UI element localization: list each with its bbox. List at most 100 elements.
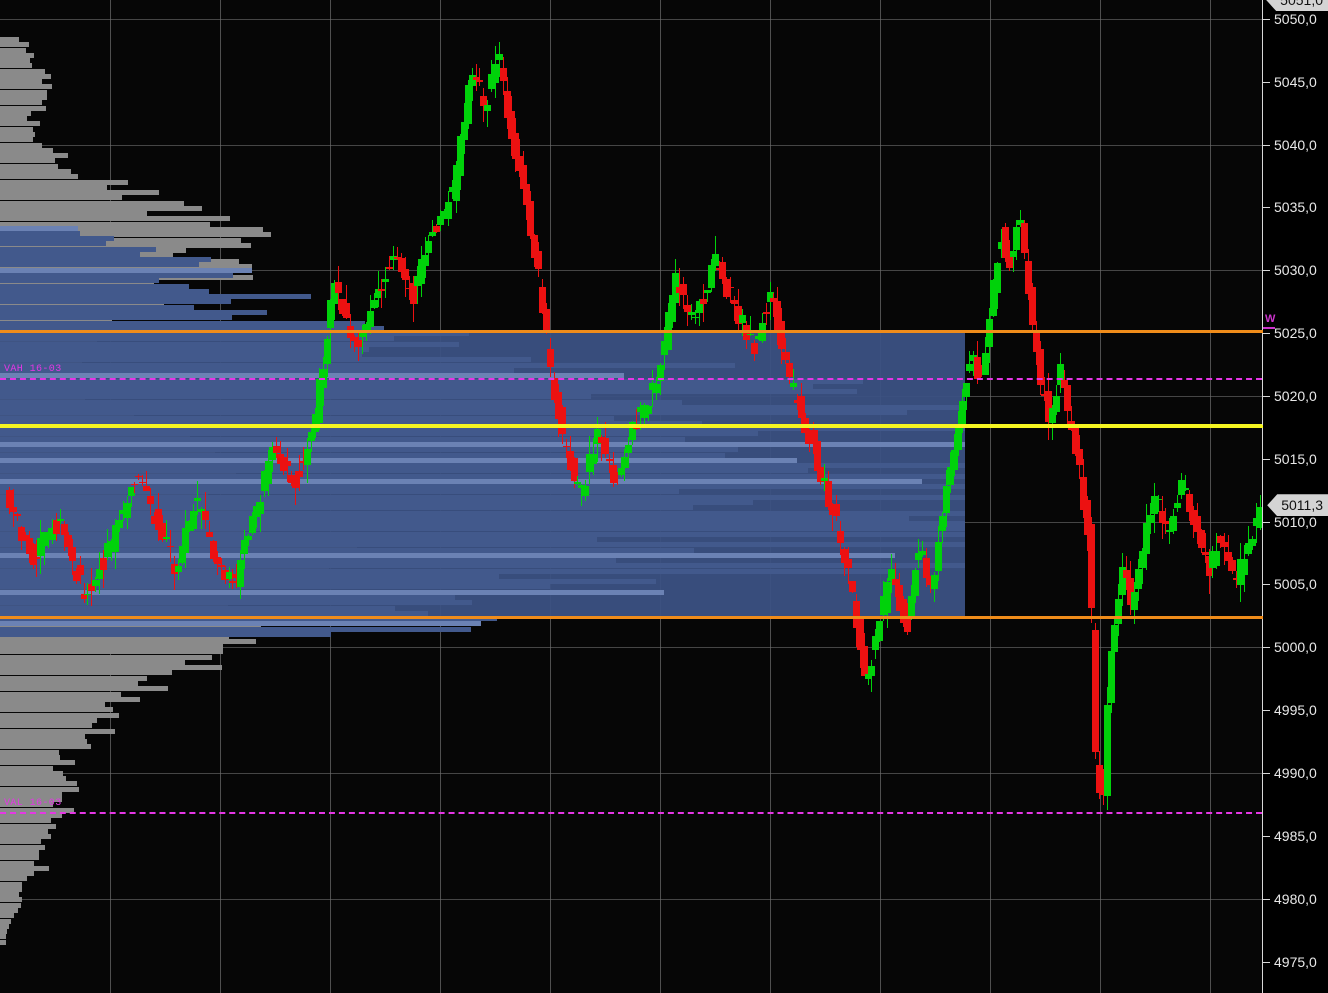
candlestick[interactable]	[1182, 0, 1189, 993]
candlestick[interactable]	[260, 0, 268, 993]
candlestick[interactable]	[719, 0, 727, 993]
candlestick[interactable]	[374, 0, 382, 993]
candlestick[interactable]	[1205, 0, 1213, 993]
candlestick[interactable]	[841, 0, 848, 993]
candlestick[interactable]	[429, 0, 437, 993]
candlestick[interactable]	[942, 0, 950, 993]
candlestick[interactable]	[958, 0, 966, 993]
candlestick[interactable]	[57, 0, 64, 993]
vah-dashed-level[interactable]	[0, 378, 1262, 381]
candlestick[interactable]	[437, 0, 445, 993]
candlestick[interactable]	[880, 0, 888, 993]
candlestick[interactable]	[272, 0, 280, 993]
candlestick[interactable]	[276, 0, 284, 993]
candlestick[interactable]	[245, 0, 253, 993]
candlestick[interactable]	[778, 0, 786, 993]
candlestick[interactable]	[354, 0, 362, 993]
candlestick[interactable]	[652, 0, 660, 993]
candlestick[interactable]	[888, 0, 895, 993]
candlestick[interactable]	[554, 0, 562, 993]
candlestick[interactable]	[978, 0, 986, 993]
candlestick[interactable]	[793, 0, 801, 993]
candlestick[interactable]	[645, 0, 652, 993]
candlestick[interactable]	[688, 0, 696, 993]
candlestick[interactable]	[1037, 0, 1044, 993]
candlestick[interactable]	[253, 0, 260, 993]
candlestick[interactable]	[1048, 0, 1056, 993]
candlestick[interactable]	[1248, 0, 1256, 993]
candlestick[interactable]	[194, 0, 202, 993]
candlestick[interactable]	[1174, 0, 1182, 993]
candlestick[interactable]	[433, 0, 441, 993]
candlestick[interactable]	[1025, 0, 1033, 993]
candlestick[interactable]	[891, 0, 899, 993]
candlestick[interactable]	[205, 0, 213, 993]
candlestick[interactable]	[739, 0, 746, 993]
candlestick[interactable]	[1091, 0, 1099, 993]
candlestick[interactable]	[49, 0, 57, 993]
candlestick[interactable]	[303, 0, 311, 993]
candlestick[interactable]	[29, 0, 37, 993]
candlestick[interactable]	[1119, 0, 1127, 993]
candlestick[interactable]	[507, 0, 515, 993]
candlestick[interactable]	[997, 0, 1005, 993]
candlestick[interactable]	[1170, 0, 1178, 993]
candlestick[interactable]	[178, 0, 186, 993]
candlestick[interactable]	[660, 0, 668, 993]
candlestick[interactable]	[162, 0, 170, 993]
candlestick[interactable]	[907, 0, 915, 993]
candlestick[interactable]	[33, 0, 41, 993]
price-axis[interactable]: 5050,0 5045,0 5040,0 5035,0 5030,0 5025,0 5020…	[1253, 0, 1328, 993]
candlestick[interactable]	[950, 0, 958, 993]
candlestick[interactable]	[25, 0, 33, 993]
candlestick[interactable]	[268, 0, 276, 993]
candlestick[interactable]	[989, 0, 997, 993]
candlestick[interactable]	[1233, 0, 1240, 993]
candlestick[interactable]	[186, 0, 194, 993]
candlestick[interactable]	[727, 0, 735, 993]
candlestick[interactable]	[280, 0, 288, 993]
candlestick[interactable]	[668, 0, 676, 993]
candlestick[interactable]	[723, 0, 731, 993]
candlestick[interactable]	[1087, 0, 1095, 993]
candlestick[interactable]	[1197, 0, 1205, 993]
candlestick[interactable]	[735, 0, 743, 993]
candlestick[interactable]	[590, 0, 598, 993]
candlestick[interactable]	[464, 0, 472, 993]
candlestick[interactable]	[335, 0, 343, 993]
candlestick[interactable]	[1201, 0, 1209, 993]
candlestick[interactable]	[241, 0, 249, 993]
candlestick[interactable]	[699, 0, 707, 993]
candlestick[interactable]	[1154, 0, 1162, 993]
candlestick[interactable]	[805, 0, 813, 993]
candlestick[interactable]	[856, 0, 864, 993]
candlestick[interactable]	[1115, 0, 1123, 993]
candlestick[interactable]	[539, 0, 547, 993]
candlestick[interactable]	[131, 0, 139, 993]
price-plot-area[interactable]: VAH 16-03 VAL 16-03	[0, 0, 1262, 993]
candlestick[interactable]	[1213, 0, 1221, 993]
candlestick[interactable]	[895, 0, 903, 993]
candlestick[interactable]	[382, 0, 390, 993]
candlestick[interactable]	[1209, 0, 1217, 993]
candlestick[interactable]	[6, 0, 13, 993]
candlestick[interactable]	[519, 0, 527, 993]
candlestick[interactable]	[1166, 0, 1174, 993]
candlestick[interactable]	[155, 0, 162, 993]
candlestick[interactable]	[852, 0, 860, 993]
candlestick[interactable]	[503, 0, 511, 993]
candlestick[interactable]	[884, 0, 892, 993]
candlestick[interactable]	[456, 0, 464, 993]
candlestick[interactable]	[84, 0, 92, 993]
candlestick[interactable]	[676, 0, 684, 993]
candlestick[interactable]	[398, 0, 405, 993]
candlestick[interactable]	[946, 0, 954, 993]
candlestick[interactable]	[166, 0, 174, 993]
candlestick[interactable]	[452, 0, 460, 993]
candlestick[interactable]	[315, 0, 323, 993]
candlestick[interactable]	[139, 0, 147, 993]
candlestick[interactable]	[695, 0, 703, 993]
candlestick[interactable]	[421, 0, 429, 993]
candlestick[interactable]	[209, 0, 217, 993]
candlestick[interactable]	[1052, 0, 1060, 993]
